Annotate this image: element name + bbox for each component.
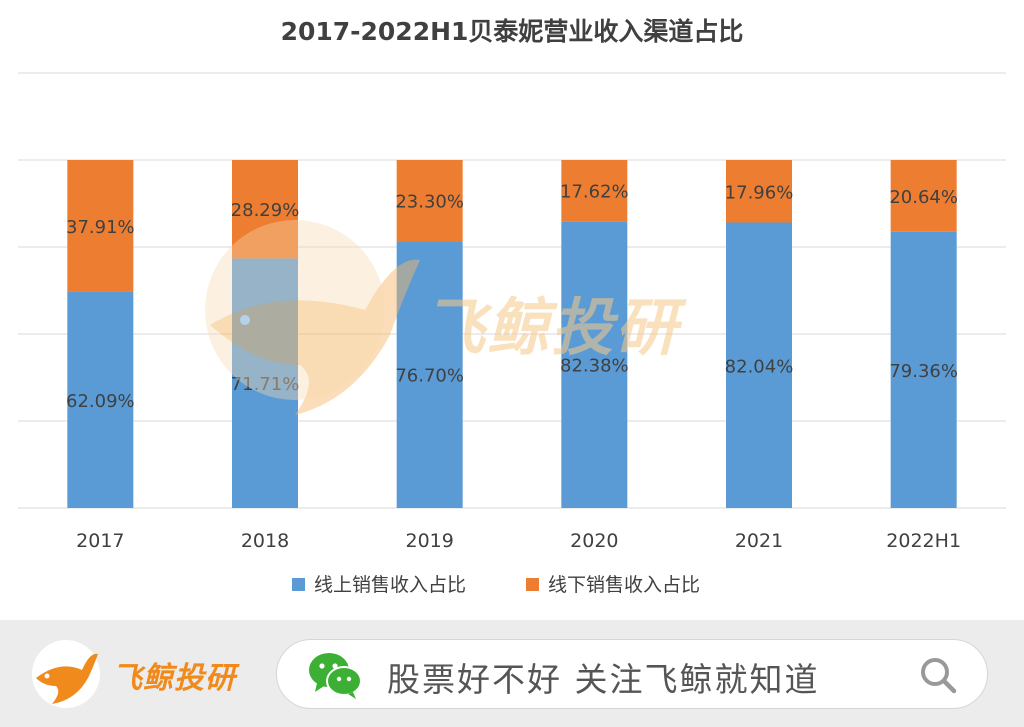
bar-online-2020: [561, 221, 628, 508]
legend-label: 线上销售收入占比: [314, 574, 466, 596]
chart-area: 2017-2022H1贝泰妮营业收入渠道占比 62.09% 37.91% 71.71…: [18, 17, 1006, 596]
x-tick-label: 2019: [405, 530, 453, 552]
legend-swatch: [526, 578, 539, 591]
bar-offline-2021: [726, 160, 792, 223]
stacked-bar-chart: 2017-2022H1贝泰妮营业收入渠道占比 62.09% 37.91% 71.71…: [18, 17, 1006, 596]
bar-offline-2019: [396, 160, 463, 242]
bar-offline-2018: [232, 160, 298, 259]
bars: [67, 160, 957, 509]
data-label: 71.71%: [231, 374, 300, 395]
footer-banner: 飞鲸投研 股票好不好 关注飞鲸就知道: [0, 620, 1024, 727]
x-tick-label: 2021: [735, 530, 783, 552]
wechat-icon: [309, 653, 362, 699]
x-tick-label: 2017: [76, 530, 124, 552]
data-label: 20.64%: [889, 187, 958, 208]
data-label: 23.30%: [395, 192, 464, 213]
bar-online-2018: [232, 258, 298, 508]
bar-offline-2017: [67, 160, 134, 292]
x-tick-label: 2018: [241, 530, 289, 552]
x-axis-ticks: 2017 2018 2019 2020 2021 2022H1: [76, 530, 961, 552]
x-tick-label: 2022H1: [886, 530, 961, 552]
whale-logo-icon: [32, 640, 100, 708]
data-label: 62.09%: [66, 391, 135, 412]
data-label: 28.29%: [231, 200, 300, 221]
data-label: 17.62%: [560, 182, 629, 203]
data-label: 82.38%: [560, 356, 629, 377]
gridlines: [18, 72, 1006, 509]
bar-offline-2020: [561, 160, 628, 222]
search-bar[interactable]: 股票好不好 关注飞鲸就知道: [276, 639, 988, 709]
data-label: 79.36%: [889, 361, 958, 382]
search-slogan: 股票好不好 关注飞鲸就知道: [387, 660, 820, 699]
data-label: 76.70%: [395, 366, 464, 387]
footer-brand: 飞鲸投研: [112, 661, 236, 696]
data-label: 37.91%: [66, 217, 135, 238]
data-label: 17.96%: [725, 182, 794, 203]
data-labels: 62.09% 37.91% 71.71% 28.29% 76.70% 23.30% 82.3…: [66, 182, 958, 412]
search-icon[interactable]: [917, 654, 959, 696]
bar-online-2019: [396, 241, 463, 509]
legend-swatch: [292, 578, 305, 591]
legend: 线上销售收入占比 线下销售收入占比: [292, 574, 700, 596]
bar-online-2021: [726, 222, 792, 508]
legend-label: 线下销售收入占比: [548, 574, 700, 596]
chart-title: 2017-2022H1贝泰妮营业收入渠道占比: [281, 17, 744, 46]
bar-offline-2022H1: [890, 160, 957, 232]
data-label: 82.04%: [725, 356, 794, 377]
bar-online-2022H1: [890, 231, 957, 508]
x-tick-label: 2020: [570, 530, 618, 552]
bar-online-2017: [67, 291, 134, 508]
